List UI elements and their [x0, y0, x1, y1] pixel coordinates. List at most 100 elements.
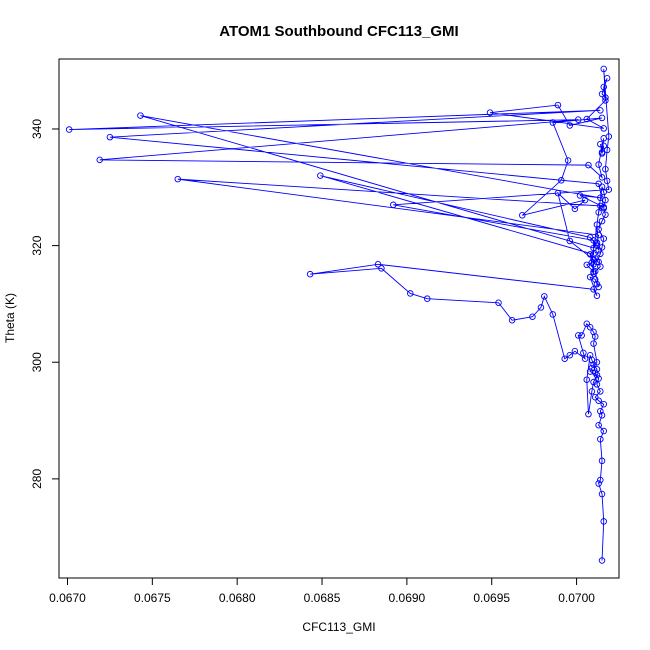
x-tick-label: 0.0700	[558, 591, 595, 605]
x-tick-label: 0.0675	[134, 591, 171, 605]
data-point	[595, 161, 602, 168]
data-point	[586, 234, 594, 241]
data-point	[597, 388, 604, 395]
data-point	[575, 116, 582, 123]
data-point	[588, 364, 596, 372]
data-point	[600, 203, 607, 211]
data-point	[564, 157, 572, 164]
data-point	[597, 140, 604, 148]
data-point	[597, 435, 604, 443]
y-tick-label: 300	[30, 352, 44, 372]
data-point	[600, 135, 607, 142]
data-point	[600, 125, 607, 132]
data-point	[106, 133, 114, 141]
x-tick-label: 0.0690	[389, 591, 426, 605]
data-point	[566, 237, 574, 245]
data-point	[561, 355, 568, 362]
data-point	[571, 347, 579, 355]
data-point	[598, 174, 606, 181]
data-point	[566, 351, 574, 359]
x-axis-label: CFC113_GMI	[302, 620, 375, 634]
data-point	[137, 112, 144, 119]
data-point	[605, 186, 613, 193]
data-point	[593, 358, 601, 366]
data-point	[598, 412, 606, 419]
data-point	[597, 194, 604, 202]
data-point	[593, 292, 601, 300]
data-point	[558, 177, 565, 184]
x-axis: 0.0670 0.0675 0.0680 0.0685 0.0690 0.0695 0.07…	[49, 577, 595, 605]
data-point	[600, 142, 607, 150]
points-layer	[65, 65, 613, 564]
data-point	[600, 65, 607, 73]
data-point	[581, 196, 589, 204]
data-point	[593, 371, 601, 379]
data-point	[597, 476, 604, 484]
data-point	[602, 97, 609, 104]
data-point	[597, 250, 604, 258]
data-point	[595, 375, 602, 382]
data-point	[495, 299, 502, 307]
y-tick-label: 320	[30, 235, 44, 255]
data-point	[554, 101, 562, 109]
data-point	[374, 261, 382, 268]
data-point	[586, 251, 594, 258]
y-tick-label: 280	[30, 469, 44, 489]
data-point	[549, 311, 557, 318]
data-point	[317, 172, 324, 179]
data-point	[598, 114, 606, 122]
data-point	[598, 490, 606, 498]
data-point	[583, 320, 591, 328]
data-point	[595, 258, 602, 266]
data-point	[602, 211, 609, 218]
data-point	[580, 349, 587, 357]
y-axis-label: Theta (K)	[3, 293, 17, 343]
data-point	[554, 189, 562, 197]
x-tick-label: 0.0670	[49, 591, 86, 605]
chart-title: ATOM1 Southbound CFC113_GMI	[219, 23, 458, 40]
data-point	[600, 427, 607, 435]
data-point	[590, 261, 597, 268]
data-point	[576, 192, 584, 199]
data-point	[595, 231, 602, 239]
data-point	[96, 156, 103, 164]
data-point	[602, 94, 609, 101]
data-point	[586, 324, 594, 331]
data-point	[600, 400, 607, 408]
y-tick-label: 340	[30, 119, 44, 139]
data-point	[598, 217, 606, 225]
data-point	[590, 286, 597, 293]
data-point	[583, 261, 591, 269]
data-point	[590, 251, 597, 258]
data-point	[585, 161, 592, 169]
data-point	[508, 317, 516, 324]
data-point	[591, 393, 599, 401]
data-point	[586, 351, 594, 359]
data-point	[598, 149, 606, 156]
data-point	[595, 180, 602, 188]
data-point	[541, 293, 548, 300]
data-point	[578, 332, 585, 339]
y-axis: 280 300 320 340	[30, 119, 60, 489]
data-point	[595, 421, 602, 429]
data-point	[486, 109, 494, 116]
data-point	[597, 107, 604, 114]
data-point	[595, 283, 602, 291]
data-point	[593, 221, 601, 228]
data-point	[600, 518, 607, 525]
data-point	[593, 239, 601, 246]
data-point	[591, 255, 599, 262]
data-point	[586, 273, 594, 281]
data-point	[598, 457, 606, 465]
data-point	[600, 235, 607, 242]
data-point	[583, 115, 591, 123]
x-tick-label: 0.0695	[473, 591, 510, 605]
data-point	[603, 146, 611, 154]
data-point	[65, 126, 73, 133]
data-point	[174, 175, 182, 183]
data-point	[588, 388, 596, 395]
data-point	[590, 268, 597, 276]
series-line	[69, 68, 610, 561]
